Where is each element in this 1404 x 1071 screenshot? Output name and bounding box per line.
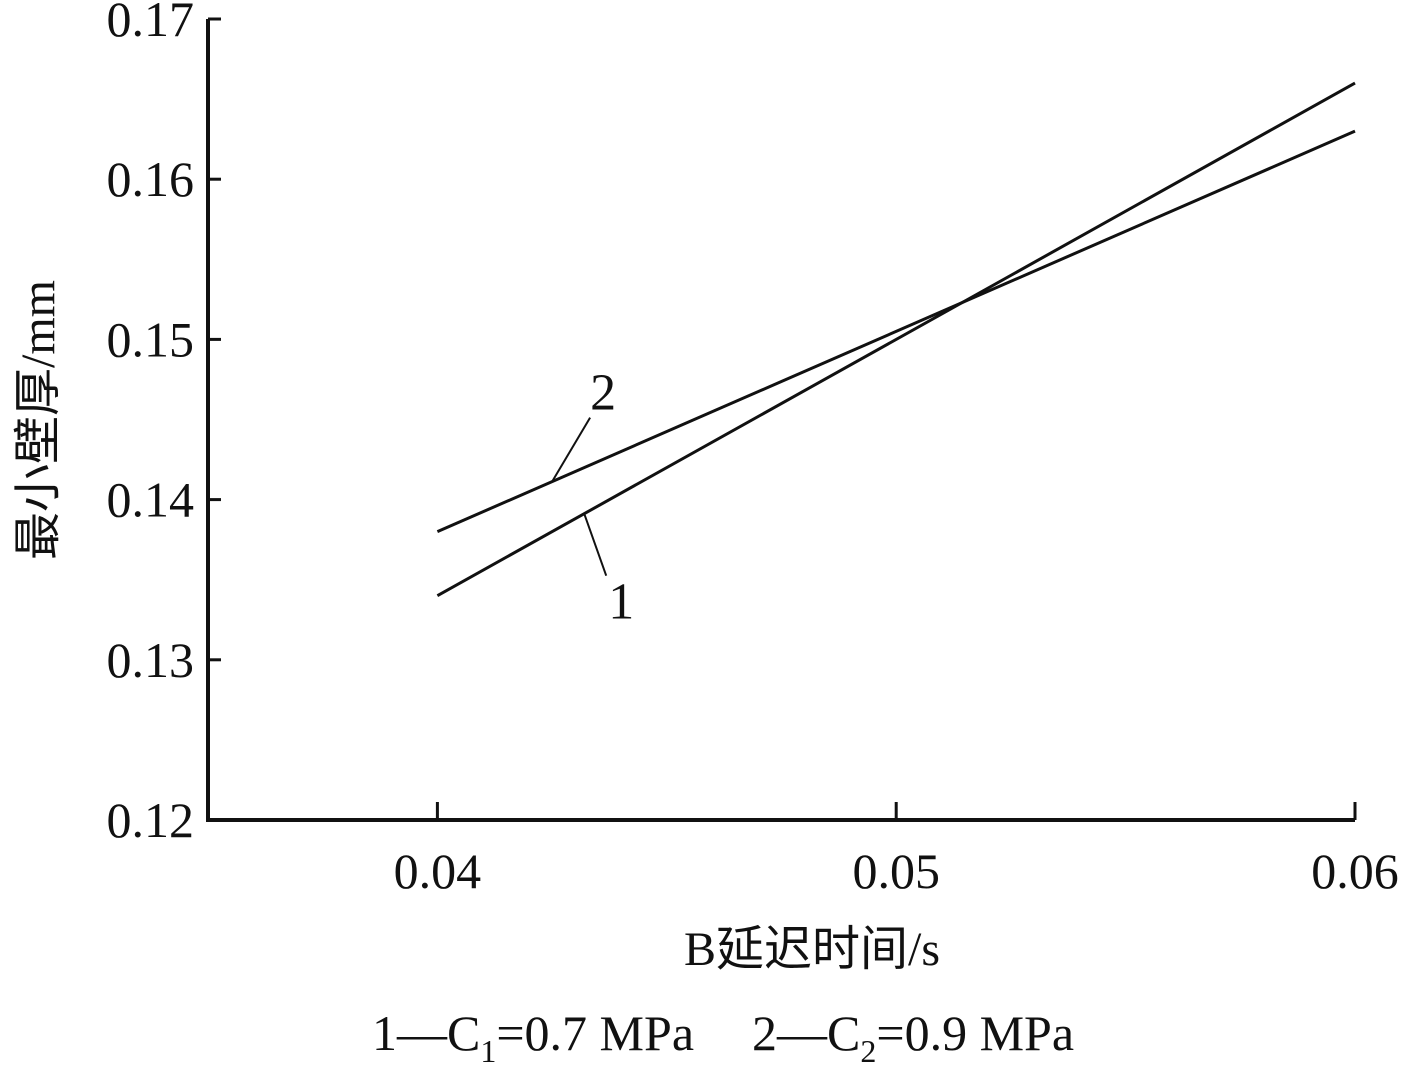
legend-entry-1-lead: 1—C xyxy=(372,1005,480,1061)
y-tick-label: 0.14 xyxy=(107,472,195,528)
y-tick-label: 0.12 xyxy=(107,792,195,848)
legend-entry-2-tail: =0.9 MPa xyxy=(876,1005,1074,1061)
legend-entry-1-sub: 1 xyxy=(480,1033,496,1069)
legend-entry-2-lead: 2—C xyxy=(752,1005,860,1061)
x-tick-label: 0.06 xyxy=(1311,843,1399,899)
series-lines xyxy=(436,81,1356,598)
series-tags: 21 xyxy=(551,365,634,631)
y-tick-label: 0.15 xyxy=(107,311,195,367)
series-2-tag: 2 xyxy=(590,365,616,422)
y-tick-label: 0.13 xyxy=(107,632,195,688)
x-ticks: 0.04 0.05 0.06 xyxy=(394,802,1399,899)
x-axis-label: B延迟时间/s xyxy=(684,923,940,976)
y-tick-label: 0.16 xyxy=(107,151,195,207)
y-tick-label: 0.17 xyxy=(107,0,195,47)
y-ticks: 0.12 0.13 0.14 0.15 0.16 0.17 xyxy=(107,0,221,848)
x-tick-label: 0.04 xyxy=(394,843,482,899)
legend-entry-1-tail: =0.7 MPa xyxy=(496,1005,694,1061)
legend-note: 1—C1=0.7 MPa 2—C2=0.9 MPa xyxy=(372,1005,1074,1069)
series-line-1 xyxy=(436,81,1356,598)
series-2-leader xyxy=(551,417,591,483)
legend-entry-2-sub: 2 xyxy=(860,1033,876,1069)
y-axis-label: 最小壁厚/mm xyxy=(12,280,65,560)
series-1-leader xyxy=(583,513,608,577)
series-1-tag: 1 xyxy=(608,574,634,631)
x-tick-label: 0.05 xyxy=(852,843,940,899)
series-line-2 xyxy=(436,129,1356,534)
axes xyxy=(206,19,1355,822)
